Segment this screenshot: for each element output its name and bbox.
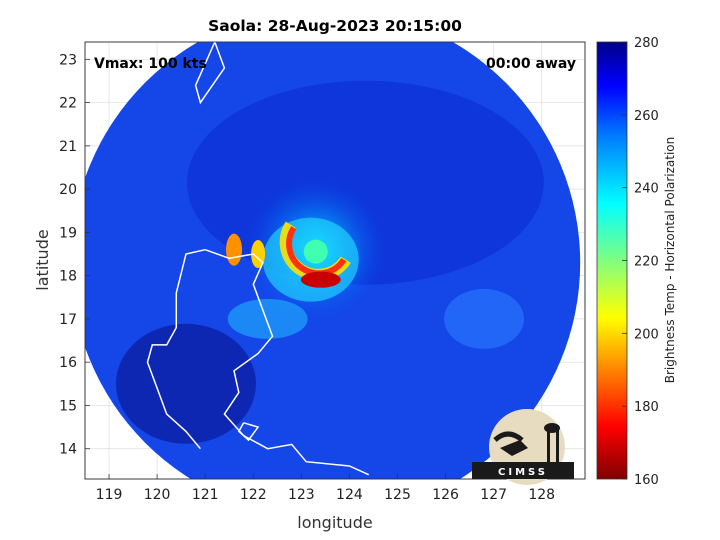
logo-text: CIMSS <box>498 467 548 478</box>
time-away-annotation: 00:00 away <box>486 56 576 72</box>
vmax-annotation: Vmax: 100 kts <box>94 56 207 72</box>
coastline-east <box>204 248 370 476</box>
x-tick-label: 120 <box>144 487 171 503</box>
eyewall-inner <box>286 226 347 277</box>
y-ticks: 14 15 16 17 18 19 20 21 22 23 <box>59 52 90 458</box>
y-tick-label: 19 <box>59 225 77 241</box>
x-ticks: 119 120 121 122 123 124 125 126 127 128 <box>96 474 555 503</box>
y-tick-label: 21 <box>59 139 77 155</box>
y-axis-label: latitude <box>33 229 52 290</box>
coastline-taiwan <box>194 42 226 105</box>
x-tick-label: 122 <box>240 487 267 503</box>
x-tick-label: 121 <box>192 487 219 503</box>
colorbar-tick-label: 220 <box>634 255 659 270</box>
axes-frame <box>84 41 586 480</box>
chart-title: Saola: 28-Aug-2023 20:15:00 <box>208 17 462 35</box>
colorbar-tick-label: 200 <box>634 327 659 342</box>
colorbar-tick-label: 280 <box>634 36 659 51</box>
x-axis-label: longitude <box>297 513 372 532</box>
x-tick-label: 119 <box>96 487 123 503</box>
coastline <box>146 42 370 476</box>
eyewall-core <box>300 271 341 288</box>
storm-eye <box>303 239 328 264</box>
convective-band-1 <box>226 233 243 266</box>
cimss-logo: CIMSS <box>472 409 574 485</box>
colorbar-tick-label: 160 <box>634 473 659 488</box>
colorbar-tick-label: 260 <box>634 109 659 124</box>
coastline-island <box>237 422 260 442</box>
x-tick-label: 126 <box>432 487 459 503</box>
x-tick-label: 124 <box>336 487 363 503</box>
x-tick-label: 125 <box>384 487 411 503</box>
x-tick-label: 128 <box>528 487 555 503</box>
swath-cold-land <box>115 323 256 444</box>
y-tick-label: 18 <box>59 269 77 285</box>
x-tick-label: 123 <box>288 487 315 503</box>
colorbar-tick-label: 240 <box>634 182 659 197</box>
y-tick-label: 14 <box>59 442 77 458</box>
eastern-convection <box>444 288 525 349</box>
brightness-temp-swath <box>85 42 581 479</box>
y-tick-label: 22 <box>59 96 77 112</box>
y-tick-label: 15 <box>59 398 77 414</box>
x-tick-label: 127 <box>480 487 507 503</box>
coastline-west <box>146 248 206 450</box>
colorbar-label: Brightness Temp - Horizontal Polarizatio… <box>663 137 677 384</box>
y-tick-label: 23 <box>59 52 77 68</box>
y-tick-label: 20 <box>59 182 77 198</box>
colorbar-tick-label: 180 <box>634 400 659 415</box>
y-tick-label: 16 <box>59 355 77 371</box>
colorbar-ticks: 160 180 200 220 240 260 280 <box>622 36 659 488</box>
outer-rainband <box>227 298 308 339</box>
y-tick-label: 17 <box>59 312 77 328</box>
